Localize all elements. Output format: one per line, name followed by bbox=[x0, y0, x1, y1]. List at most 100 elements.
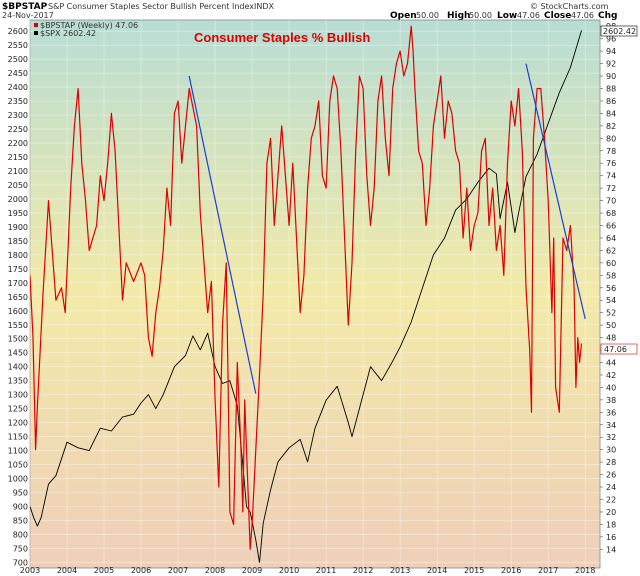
x-tick-label: 2005 bbox=[94, 566, 114, 575]
left-tick-label: 1200 bbox=[8, 419, 28, 428]
right-tick-label: 36 bbox=[606, 408, 616, 417]
left-tick-label: 1100 bbox=[8, 447, 28, 456]
left-tick-label: 1550 bbox=[8, 321, 28, 330]
legend-bpstap: $BPSTAP (Weekly) 47.06 bbox=[40, 21, 138, 30]
left-tick-label: 850 bbox=[13, 516, 28, 525]
last-value-tags: 2602.42 47.06 bbox=[600, 25, 638, 355]
right-tick-label: 80 bbox=[606, 134, 616, 143]
left-tick-label: 1250 bbox=[8, 405, 28, 414]
left-tick-label: 1500 bbox=[8, 335, 28, 344]
left-tick-label: 950 bbox=[13, 489, 28, 498]
left-tick-label: 2400 bbox=[8, 83, 28, 92]
x-tick-label: 2004 bbox=[57, 566, 77, 575]
legend: $BPSTAP (Weekly) 47.06 $SPX 2602.42 bbox=[34, 21, 138, 38]
right-tick-label: 68 bbox=[606, 209, 616, 218]
x-tick-label: 2009 bbox=[242, 566, 262, 575]
right-tick-label: 48 bbox=[606, 334, 616, 343]
bpstap-last-tag bbox=[600, 343, 638, 355]
left-tick-label: 1700 bbox=[8, 279, 28, 288]
right-tick-label: 94 bbox=[606, 47, 616, 56]
series-line-bpstap bbox=[30, 25, 583, 550]
left-tick-label: 1050 bbox=[8, 461, 28, 470]
legend-swatch-spx bbox=[34, 31, 38, 35]
right-tick-label: 38 bbox=[606, 396, 616, 405]
x-tick-label: 2011 bbox=[316, 566, 336, 575]
plot-area bbox=[29, 19, 601, 569]
right-tick-label: 32 bbox=[606, 433, 616, 442]
right-tick-label: 72 bbox=[606, 184, 616, 193]
open-label: Open bbox=[390, 11, 417, 21]
right-tick-label: 42 bbox=[606, 371, 616, 380]
left-tick-label: 1850 bbox=[8, 237, 28, 246]
right-tick-label: 86 bbox=[606, 97, 616, 106]
right-tick-label: 84 bbox=[606, 109, 616, 118]
low-value: 47.06 bbox=[517, 11, 540, 20]
high-label: High bbox=[447, 11, 470, 21]
legend-swatch-bpstap bbox=[34, 23, 38, 27]
left-tick-label: 1300 bbox=[8, 391, 28, 400]
right-tick-label: 14 bbox=[606, 545, 616, 554]
date-label: 24-Nov-2017 bbox=[2, 11, 54, 20]
right-tick-label: 58 bbox=[606, 271, 616, 280]
x-tick-label: 2014 bbox=[427, 566, 447, 575]
close-label: Close bbox=[544, 11, 571, 21]
symbol-label: $BPSTAP bbox=[2, 2, 48, 12]
bpstap-last-value: 47.06 bbox=[604, 345, 627, 354]
right-tick-label: 88 bbox=[606, 85, 616, 94]
high-value: 50.00 bbox=[469, 11, 492, 20]
right-tick-label: 74 bbox=[606, 172, 616, 181]
left-tick-label: 700 bbox=[13, 558, 28, 567]
x-tick-label: 2013 bbox=[390, 566, 410, 575]
right-tick-label: 54 bbox=[606, 296, 616, 305]
spx-last-value: 2602.42 bbox=[603, 27, 636, 36]
left-tick-label: 1650 bbox=[8, 293, 28, 302]
left-tick-label: 2100 bbox=[8, 167, 28, 176]
right-tick-label: 26 bbox=[606, 471, 616, 480]
chg-label: Chg bbox=[598, 11, 617, 21]
left-axis: 700 750 800 850 900 950 1000 1050 1100 1150 1200 12… bbox=[8, 27, 28, 567]
left-tick-label: 2200 bbox=[8, 139, 28, 148]
right-tick-label: 90 bbox=[606, 72, 616, 81]
right-tick-label: 22 bbox=[606, 496, 616, 505]
open-value: 50.00 bbox=[416, 11, 439, 20]
right-tick-label: 30 bbox=[606, 446, 616, 455]
left-tick-label: 1350 bbox=[8, 377, 28, 386]
x-tick-label: 2006 bbox=[131, 566, 151, 575]
right-tick-label: 62 bbox=[606, 246, 616, 255]
ohlc-readout: Open 50.00 High 50.00 Low 47.06 Close 47… bbox=[390, 11, 617, 21]
trendlines bbox=[188, 63, 586, 394]
left-tick-label: 2300 bbox=[8, 111, 28, 120]
x-tick-label: 2003 bbox=[20, 566, 40, 575]
right-tick-label: 18 bbox=[606, 520, 616, 529]
watermark-text: © StockCharts.com bbox=[530, 2, 609, 11]
left-tick-label: 1900 bbox=[8, 223, 28, 232]
x-tick-label: 2015 bbox=[464, 566, 484, 575]
right-axis: 1416182022242628303234363840424446485052… bbox=[600, 22, 616, 554]
left-tick-label: 2450 bbox=[8, 69, 28, 78]
right-tick-label: 66 bbox=[606, 222, 616, 231]
right-tick-label: 44 bbox=[606, 359, 616, 368]
x-tick-label: 2008 bbox=[205, 566, 225, 575]
left-tick-label: 1400 bbox=[8, 363, 28, 372]
trendline-1 bbox=[188, 75, 257, 394]
x-tick-label: 2012 bbox=[353, 566, 373, 575]
right-tick-label: 70 bbox=[606, 197, 616, 206]
left-tick-label: 1000 bbox=[8, 475, 28, 484]
left-tick-label: 900 bbox=[13, 502, 28, 511]
left-tick-label: 2600 bbox=[8, 27, 28, 36]
spx-last-tag bbox=[600, 25, 638, 37]
trendline-2 bbox=[525, 63, 586, 320]
right-tick-label: 16 bbox=[606, 533, 616, 542]
low-label: Low bbox=[497, 11, 517, 21]
right-tick-label: 96 bbox=[606, 35, 616, 44]
left-tick-label: 1600 bbox=[8, 307, 28, 316]
close-value: 47.06 bbox=[571, 11, 594, 20]
right-tick-label: 78 bbox=[606, 147, 616, 156]
x-axis: 2003 2004 2005 2006 2007 2008 2009 2010 2011 2012… bbox=[20, 566, 596, 575]
right-tick-label: 60 bbox=[606, 259, 616, 268]
left-tick-label: 1950 bbox=[8, 209, 28, 218]
left-tick-label: 2050 bbox=[8, 181, 28, 190]
left-tick-label: 800 bbox=[13, 530, 28, 539]
x-tick-label: 2018 bbox=[575, 566, 595, 575]
